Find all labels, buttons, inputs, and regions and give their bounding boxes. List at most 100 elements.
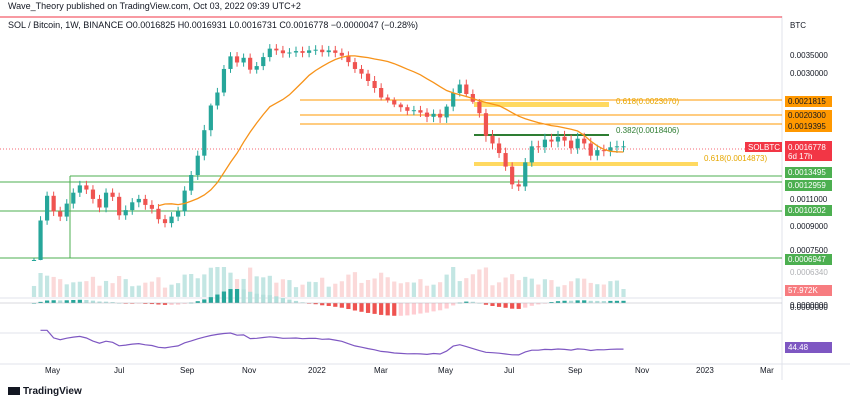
x-tick-label: Sep: [568, 366, 583, 375]
candle: [189, 175, 194, 191]
candles: [31, 44, 626, 261]
volume-bar: [608, 281, 613, 297]
volume-bar: [385, 277, 390, 297]
macd-bar: [411, 303, 416, 315]
candle: [195, 155, 200, 175]
macd-bar: [601, 300, 606, 303]
volume-bar: [536, 284, 541, 297]
candle: [385, 97, 390, 101]
volume-bar: [352, 272, 358, 297]
level-label: 0.0012959: [788, 181, 826, 190]
macd-bar: [31, 303, 37, 304]
macd-panel: [0, 289, 782, 316]
candle: [424, 112, 430, 117]
volume-bar: [392, 281, 397, 297]
volume-bar: [569, 281, 574, 297]
volume-bar: [189, 274, 194, 297]
macd-bar: [444, 303, 449, 309]
volume-bar: [130, 286, 135, 297]
volume-bar: [470, 274, 475, 297]
volume-bar: [293, 287, 299, 297]
macd-bar: [398, 303, 403, 316]
level-label-bg: [785, 254, 832, 265]
volume-bar: [202, 274, 207, 297]
candle: [418, 110, 423, 113]
macd-bar: [372, 303, 377, 314]
macd-bar: [307, 303, 312, 304]
volume-bar: [71, 282, 76, 297]
price-label: 0.0016778: [788, 143, 826, 152]
macd-bar: [90, 300, 96, 303]
macd-bar: [424, 303, 430, 313]
x-tick-label: Sep: [180, 366, 195, 375]
macd-bar: [496, 303, 502, 307]
level-label: 0.0020300: [788, 111, 826, 120]
volume-bar: [313, 282, 318, 297]
macd-bar: [287, 299, 292, 303]
volume-bar: [555, 286, 561, 297]
candle: [529, 146, 534, 163]
price-label-bg: [785, 141, 832, 161]
level-label-bg: [785, 121, 832, 132]
volume-bar: [523, 276, 528, 297]
macd-bar: [542, 303, 547, 304]
candle: [300, 51, 305, 53]
volume-bar: [143, 282, 148, 297]
macd-bar: [71, 300, 76, 303]
volume-bar: [248, 267, 253, 297]
candle: [280, 50, 285, 54]
volume-bar: [451, 267, 456, 297]
volume-bar: [339, 281, 344, 297]
volume-bar: [614, 280, 620, 297]
volume-bar: [123, 279, 128, 297]
macd-bar: [359, 303, 364, 312]
macd-bar: [84, 299, 89, 303]
volume-bar: [103, 280, 109, 297]
volume-bar: [136, 285, 141, 297]
macd-bar: [130, 303, 135, 304]
macd-bar: [313, 303, 318, 305]
volume-bar: [215, 267, 220, 297]
macd-bar: [77, 299, 82, 303]
volume-bar: [438, 282, 443, 297]
candle: [97, 198, 102, 208]
candle: [608, 147, 613, 152]
ohlc-legend[interactable]: SOL / Bitcoin, 1W, BINANCE O0.0016825 H0…: [8, 20, 418, 30]
candle: [379, 88, 384, 98]
macd-bar: [477, 302, 482, 304]
candle: [582, 138, 587, 144]
fib-label-lower: 0.618(0.0014873): [704, 154, 768, 163]
volume-bar: [496, 282, 502, 297]
candle: [392, 100, 397, 105]
level-label-bg: [785, 96, 832, 107]
volume-bar: [261, 277, 266, 297]
price-axis: BTC0.00350000.00300000.00240000.00203000…: [745, 21, 832, 353]
candle: [169, 216, 174, 224]
macd-bar: [575, 300, 580, 303]
countdown-label: 6d 17h: [788, 152, 812, 161]
macd-bar: [103, 301, 109, 303]
x-tick-label: Nov: [242, 366, 256, 375]
macd-bar: [352, 303, 358, 311]
candle: [149, 204, 154, 209]
candle: [64, 203, 69, 217]
chart-text: May Jul Sep Nov 2022 Mar May Jul Sep Nov 2023 Mar 0.…: [45, 97, 774, 375]
volume-bar: [241, 278, 246, 297]
volume-bar: [444, 274, 449, 297]
tradingview-watermark[interactable]: TradingView: [8, 386, 82, 397]
volume-bar: [431, 284, 436, 297]
volume-bar: [58, 279, 63, 297]
macd-bar: [58, 300, 63, 303]
candle: [601, 150, 606, 152]
candle: [451, 93, 456, 107]
level-label: 0.0013495: [788, 168, 826, 177]
volume-bar: [156, 277, 161, 297]
macd-bar: [529, 303, 534, 306]
volume-bar: [582, 278, 587, 297]
volume-bar: [280, 279, 285, 297]
macd-bar: [365, 303, 371, 313]
level-label: 0.0006947: [788, 255, 826, 264]
candle: [339, 52, 344, 56]
volume-bar: [182, 274, 187, 297]
